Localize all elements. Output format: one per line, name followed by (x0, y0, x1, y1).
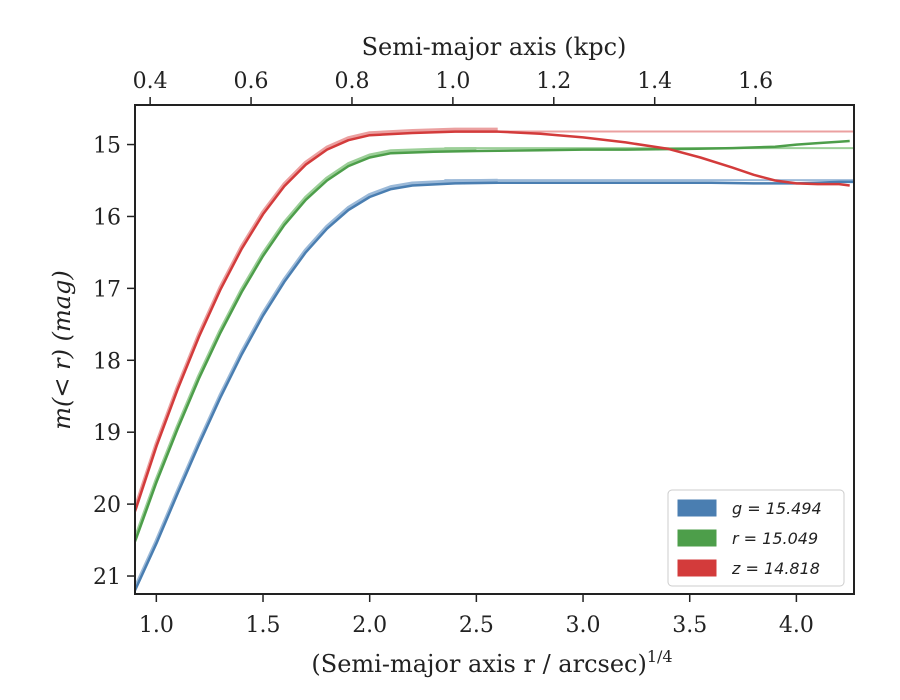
bottom-axis-label: (Semi-major axis r / arcsec)1/4 (311, 647, 672, 678)
legend-label: g = 15.494 (732, 499, 822, 518)
top-tick-label: 0.6 (234, 69, 269, 94)
x-tick-label: 3.0 (566, 613, 601, 638)
y-tick-label: 21 (93, 565, 121, 590)
bottom-axis: 1.0 1.5 2.0 2.5 3.0 3.5 4.0 (139, 594, 814, 638)
top-axis-label: Semi-major axis (kpc) (362, 33, 627, 61)
bottom-axis-label-superscript: 1/4 (647, 647, 673, 666)
y-axis-label: m(< r) (mag) (48, 270, 76, 429)
top-tick-label: 0.4 (133, 69, 168, 94)
series-2-curve (135, 130, 850, 512)
y-tick-label: 17 (93, 277, 121, 302)
left-axis: 15 16 17 18 19 20 21 (93, 134, 135, 590)
y-tick-label: 15 (93, 134, 121, 159)
y-tick-label: 16 (93, 205, 121, 230)
x-tick-label: 4.0 (779, 613, 814, 638)
x-tick-label: 1.0 (139, 613, 174, 638)
legend-swatch (677, 529, 717, 547)
series-1-model-curve (135, 147, 477, 541)
top-tick-label: 1.6 (738, 69, 773, 94)
top-tick-label: 1.4 (637, 69, 672, 94)
x-tick-label: 1.5 (246, 613, 281, 638)
y-tick-label: 20 (93, 493, 121, 518)
x-tick-label: 3.5 (672, 613, 707, 638)
series-lines (135, 127, 854, 591)
legend: g = 15.494 r = 15.049 z = 14.818 (667, 489, 845, 587)
top-tick-label: 1.0 (435, 69, 470, 94)
top-tick-label: 0.8 (334, 69, 369, 94)
legend-label: z = 14.818 (731, 559, 820, 578)
bottom-axis-label-main: (Semi-major axis r / arcsec) (311, 650, 646, 678)
series-1-curve (135, 139, 850, 542)
plot-frame (134, 104, 855, 595)
legend-label: r = 15.049 (732, 529, 818, 548)
x-tick-label: 2.0 (352, 613, 387, 638)
series-0-curve (135, 180, 854, 591)
y-tick-label: 19 (93, 421, 121, 446)
x-tick-label: 2.5 (459, 613, 494, 638)
plot-area (135, 127, 854, 591)
y-tick-label: 18 (93, 349, 121, 374)
legend-swatch (677, 559, 717, 577)
top-axis: 0.4 0.6 0.8 1.0 1.2 1.4 1.6 (133, 69, 773, 105)
top-tick-label: 1.2 (536, 69, 571, 94)
legend-swatch (677, 499, 717, 517)
